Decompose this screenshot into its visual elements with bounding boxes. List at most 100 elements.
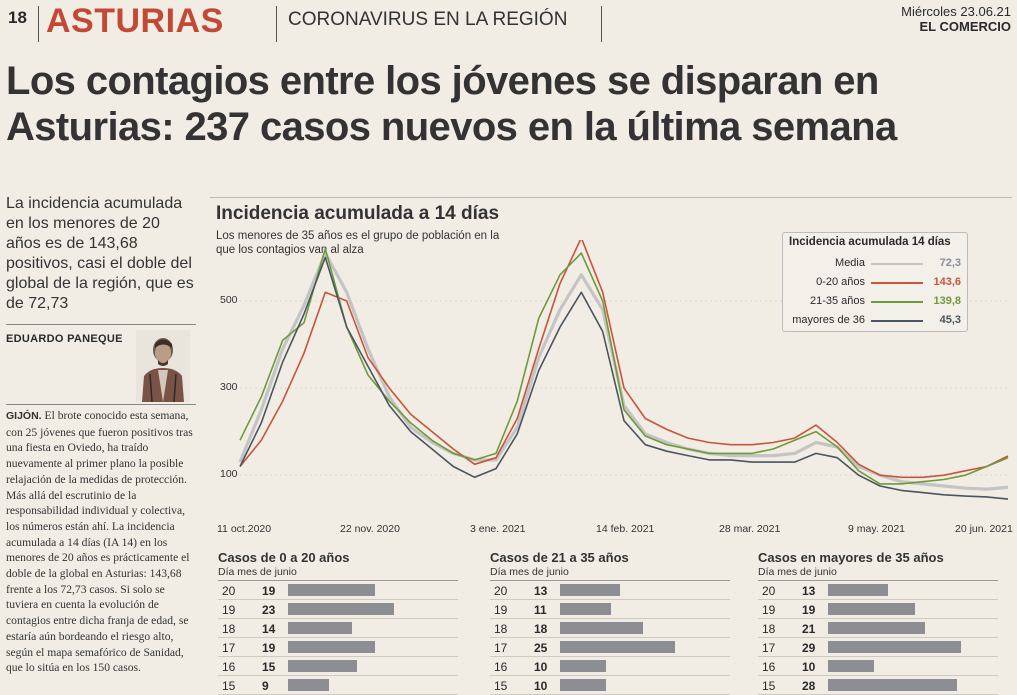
newspaper-name: EL COMERCIO [919, 19, 1012, 34]
legend-swatch [871, 320, 923, 322]
row-day: 16 [222, 660, 236, 674]
row-day: 20 [222, 584, 236, 598]
page-header: 18 ASTURIAS CORONAVIRUS EN LA REGIÓN Mié… [0, 0, 1017, 48]
legend-title: Incidencia acumulada 14 días [789, 236, 951, 248]
row-bar [560, 641, 675, 653]
row-bar [560, 603, 611, 615]
row-bar [828, 641, 962, 653]
x-tick-label: 20 jun. 2021 [955, 523, 1013, 535]
row-count: 25 [534, 641, 548, 655]
row-bar [828, 622, 925, 634]
row-bar [288, 660, 357, 672]
header-divider [276, 6, 277, 42]
series-line-1 [239, 240, 1009, 479]
legend-label: 0-20 años [816, 276, 865, 288]
row-day: 18 [494, 622, 508, 636]
row-day: 15 [762, 679, 776, 693]
legend-swatch [871, 263, 923, 265]
row-bar [288, 641, 376, 653]
legend-value: 45,3 [939, 314, 961, 326]
y-tick-label: 500 [220, 293, 238, 306]
header-divider [601, 6, 602, 42]
section-title: ASTURIAS [46, 2, 224, 40]
row-count: 19 [262, 584, 276, 598]
row-day: 19 [494, 603, 508, 617]
table-subtitle: Día mes de junio [218, 566, 458, 581]
header-divider [38, 6, 39, 42]
article-text: El brote conocido esta semana, con 25 jó… [6, 409, 193, 675]
x-tick-label: 3 ene. 2021 [470, 523, 526, 535]
author-photo [136, 330, 190, 402]
row-day: 18 [222, 622, 236, 636]
cases-table-0-20: Casos de 0 a 20 años Día mes de junio 20 19… [218, 550, 458, 695]
legend-swatch [871, 282, 923, 284]
headline: Los contagios entre los jóvenes se dispa… [6, 59, 897, 149]
row-count: 13 [534, 584, 548, 598]
table-row: 20 19 [218, 581, 458, 600]
row-count: 19 [262, 641, 276, 655]
table-row: 15 28 [758, 676, 998, 695]
row-count: 23 [262, 603, 276, 617]
y-tick-label: 300 [220, 381, 238, 394]
table-row: 18 18 [490, 619, 730, 638]
row-count: 13 [802, 584, 816, 598]
row-count: 11 [534, 603, 547, 617]
legend-entry-36-plus: mayores de 36 45,3 [783, 314, 969, 332]
row-bar [560, 679, 606, 691]
row-count: 15 [262, 660, 276, 674]
row-day: 15 [222, 679, 236, 693]
page-number: 18 [8, 8, 27, 27]
table-row: 19 11 [490, 600, 730, 619]
series-line-2 [239, 247, 1009, 485]
row-bar [828, 679, 957, 691]
table-subtitle: Día mes de junio [758, 566, 998, 581]
row-day: 19 [762, 603, 776, 617]
table-title: Casos de 0 a 20 años [218, 550, 350, 565]
byline: EDUARDO PANEQUE [6, 333, 123, 345]
row-day: 18 [762, 622, 776, 636]
table-row: 17 19 [218, 638, 458, 657]
legend-value: 72,3 [939, 257, 961, 269]
row-bar [560, 622, 643, 634]
legend-label: mayores de 36 [792, 314, 865, 326]
legend-entry-0-20: 0-20 años 143,6 [783, 276, 969, 294]
row-bar [288, 679, 330, 691]
row-count: 9 [262, 679, 269, 693]
article-divider [6, 404, 196, 405]
row-day: 20 [762, 584, 776, 598]
row-bar [288, 584, 376, 596]
article-body: GIJÓN. El brote conocido esta semana, co… [6, 408, 196, 676]
table-title: Casos de 21 a 35 años [490, 550, 629, 565]
legend-value: 143,6 [933, 276, 961, 288]
row-day: 17 [222, 641, 236, 655]
row-day: 15 [494, 679, 508, 693]
issue-date: Miércoles 23.06.21 [901, 4, 1011, 19]
table-row: 17 25 [490, 638, 730, 657]
cases-table-36-plus: Casos en mayores de 35 años Día mes de ju… [758, 550, 998, 695]
lead-paragraph: La incidencia acumulada en los menores d… [6, 195, 194, 312]
cases-table-21-35: Casos de 21 a 35 años Día mes de junio 20 1… [490, 550, 730, 695]
row-bar [828, 584, 888, 596]
row-count: 10 [534, 679, 548, 693]
row-bar [560, 584, 620, 596]
table-row: 20 13 [758, 581, 998, 600]
table-row: 19 19 [758, 600, 998, 619]
row-day: 16 [762, 660, 776, 674]
x-tick-label: 9 may. 2021 [848, 523, 906, 535]
dateline-city: GIJÓN. [6, 410, 42, 422]
table-row: 16 10 [490, 657, 730, 676]
legend-value: 139,8 [933, 295, 961, 307]
table-title: Casos en mayores de 35 años [758, 550, 944, 565]
table-row: 16 10 [758, 657, 998, 676]
x-tick-label: 14 feb. 2021 [596, 523, 655, 535]
row-day: 17 [762, 641, 776, 655]
row-count: 19 [802, 603, 816, 617]
row-day: 16 [494, 660, 508, 674]
row-bar [288, 603, 394, 615]
row-bar [288, 622, 353, 634]
row-bar [828, 660, 874, 672]
table-row: 18 21 [758, 619, 998, 638]
table-row: 18 14 [218, 619, 458, 638]
row-count: 28 [802, 679, 816, 693]
table-row: 17 29 [758, 638, 998, 657]
